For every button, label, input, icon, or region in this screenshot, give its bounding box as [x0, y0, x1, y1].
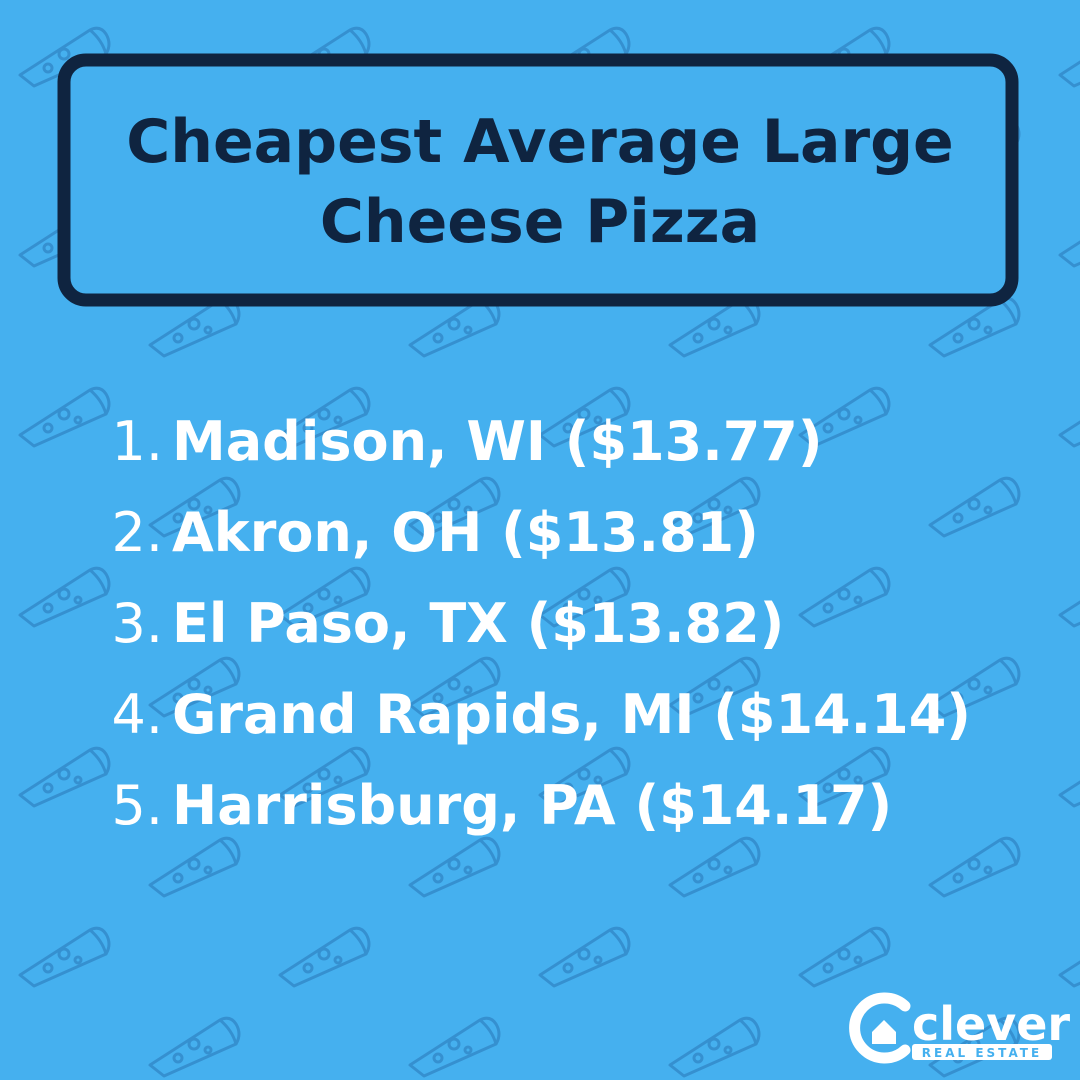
- item-number: 5.: [111, 774, 163, 837]
- item-text: Akron, OH ($13.81): [172, 501, 759, 564]
- item-number: 4.: [111, 683, 163, 746]
- logo: clever REAL ESTATE: [849, 992, 1070, 1064]
- item-number: 1.: [111, 410, 163, 473]
- item-text: El Paso, TX ($13.82): [172, 592, 784, 655]
- item-text: Madison, WI ($13.77): [172, 410, 823, 473]
- logo-tagline: REAL ESTATE: [922, 1046, 1042, 1060]
- title-box: [57, 53, 1019, 307]
- item-text: Grand Rapids, MI ($14.14): [172, 683, 971, 746]
- logo-mark: [849, 992, 911, 1064]
- item-text: Harrisburg, PA ($14.17): [172, 774, 892, 837]
- title-line: Cheapest Average Large: [126, 107, 954, 177]
- logo-house: [872, 1020, 896, 1044]
- logo-brand: clever: [912, 997, 1070, 1051]
- item-number: 2.: [111, 501, 163, 564]
- logo-tag-bg: [912, 1044, 1052, 1060]
- ranking-list: 1. Madison, WI ($13.77)2. Akron, OH ($13.8…: [111, 410, 970, 837]
- item-number: 3.: [111, 592, 163, 655]
- title-line: Cheese Pizza: [320, 187, 760, 257]
